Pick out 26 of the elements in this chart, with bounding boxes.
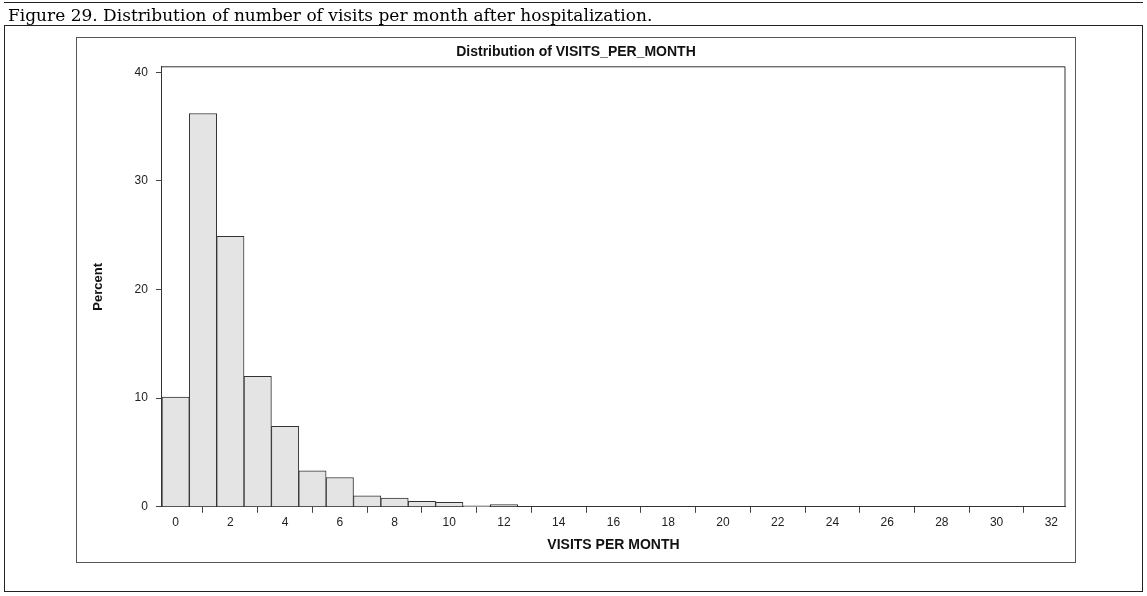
y-axis-title: Percent bbox=[90, 262, 106, 311]
y-tick-label: 30 bbox=[134, 173, 149, 188]
chart-title: Distribution of VISITS_PER_MONTH bbox=[456, 43, 696, 60]
x-tick-label: 24 bbox=[825, 515, 840, 530]
x-tick-label: 2 bbox=[227, 515, 235, 530]
x-tick-label: 6 bbox=[336, 515, 344, 530]
x-tick-label: 4 bbox=[281, 515, 289, 530]
x-tick-label: 18 bbox=[661, 515, 676, 530]
x-tick-label: 30 bbox=[989, 515, 1004, 530]
x-tick-label: 26 bbox=[880, 515, 895, 530]
x-tick-label: 16 bbox=[606, 515, 621, 530]
x-tick-label: 22 bbox=[770, 515, 785, 530]
x-tick-label: 20 bbox=[716, 515, 730, 530]
x-tick-label: 12 bbox=[497, 515, 512, 530]
x-tick-label: 8 bbox=[391, 515, 399, 530]
x-tick-label: 10 bbox=[442, 515, 457, 530]
caption: Figure 29. Distribution of number of visits per month after hospitalization. bbox=[4, 2, 1143, 26]
y-tick-label: 0 bbox=[141, 499, 149, 514]
x-tick-label: 28 bbox=[935, 515, 949, 530]
x-axis-title: VISITS PER MONTH bbox=[547, 536, 680, 553]
y-tick-label: 10 bbox=[134, 390, 149, 405]
y-tick-label: 20 bbox=[134, 281, 149, 296]
x-tick-label: 14 bbox=[552, 515, 566, 530]
x-tick-label: 32 bbox=[1044, 515, 1059, 530]
x-tick-label: 0 bbox=[172, 515, 180, 530]
y-tick-label: 40 bbox=[134, 64, 149, 79]
